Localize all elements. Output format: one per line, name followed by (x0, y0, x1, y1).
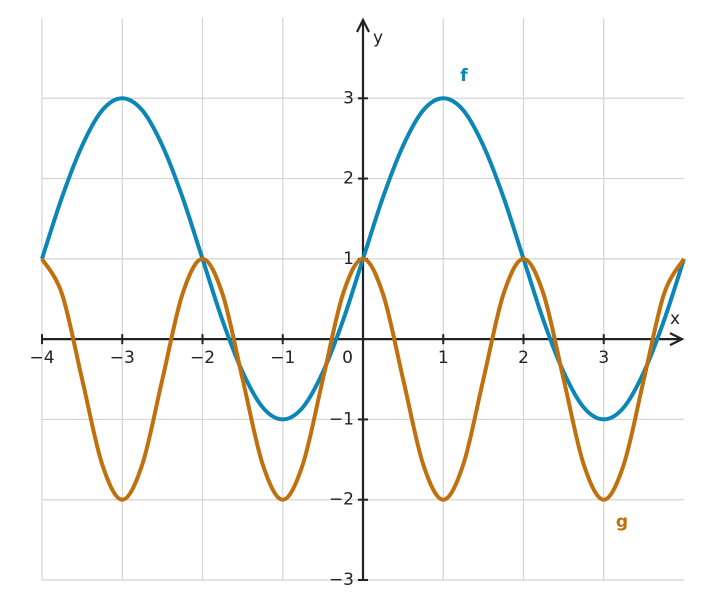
curve (40, 256, 686, 502)
y-tick-label: −2 (329, 490, 354, 510)
y-tick-label: 3 (343, 88, 354, 108)
y-axis-arrow (356, 17, 370, 33)
x-tick-label: 1 (438, 348, 449, 368)
legend-label: f (460, 66, 468, 86)
x-tick-label: 3 (598, 348, 609, 368)
x-tick-label: −2 (190, 348, 215, 368)
x-tick-label: −1 (270, 348, 295, 368)
x-tick-label: 2 (518, 348, 529, 368)
x-axis-arrow (669, 332, 685, 347)
y-tick-label: 1 (343, 249, 354, 269)
y-axis-label: y (373, 28, 383, 48)
x-axis-label: x (670, 309, 680, 329)
y-tick-label: −1 (329, 409, 354, 429)
x-tick-label: −4 (29, 348, 54, 368)
legend-label: g (616, 512, 628, 532)
y-tick-label: 2 (343, 169, 354, 189)
y-tick-label: −3 (329, 570, 354, 590)
x-tick-label: 0 (342, 348, 353, 368)
x-tick-label: −3 (110, 348, 135, 368)
